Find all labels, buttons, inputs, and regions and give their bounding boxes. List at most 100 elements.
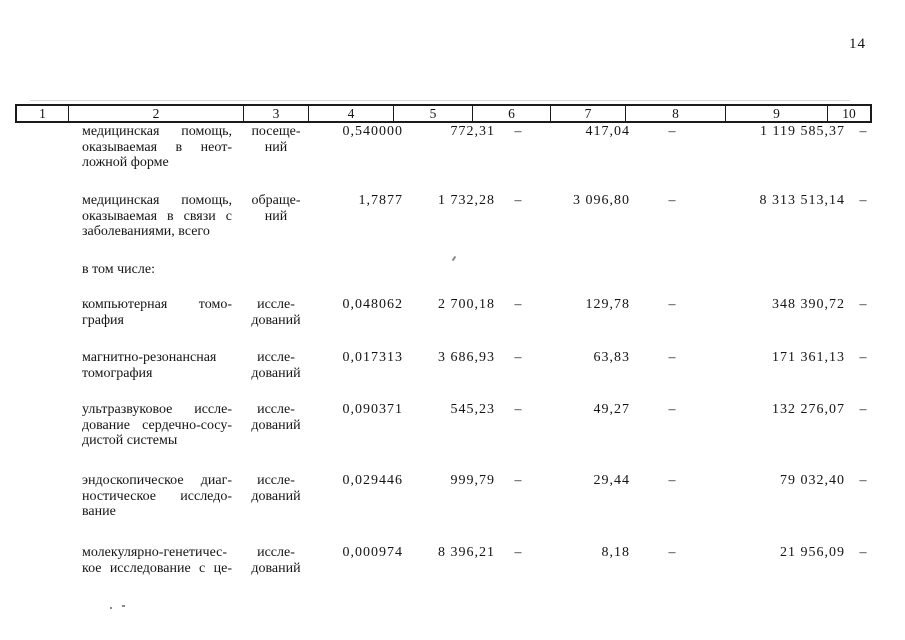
col5-value: 1 732,28	[438, 193, 495, 208]
header-col-10: 10	[842, 106, 856, 121]
col8-value: –	[668, 545, 676, 560]
service-name: молекулярно-генетичес- кое исследование …	[82, 545, 232, 576]
service-line: магнитно-резонансная	[82, 350, 217, 365]
col10-value: –	[859, 402, 867, 417]
col8-value: –	[668, 350, 676, 365]
service-line: дистой системы	[82, 433, 178, 448]
col8-value: –	[668, 473, 676, 488]
header-col-5: 5	[394, 106, 473, 121]
col6-value: –	[514, 297, 522, 312]
header-col-3: 3	[244, 106, 309, 121]
unit-of-measure: иссле- дований	[246, 545, 306, 576]
service-line: заболеваниями, всего	[82, 224, 210, 239]
col10-value: –	[859, 297, 867, 312]
col5-value: 3 686,93	[438, 350, 495, 365]
header-col-1: 1	[17, 106, 69, 121]
col4-value: 0,048062	[342, 297, 403, 312]
service-line: ультразвуковое иссле-	[82, 402, 232, 417]
unit-of-measure: иссле- дований	[246, 350, 306, 381]
page-number: 14	[849, 36, 866, 52]
unit-of-measure: посеще- ний	[246, 124, 306, 155]
unit-of-measure: иссле- дований	[246, 297, 306, 328]
service-line: эндоскопическое диаг-	[82, 473, 232, 488]
unit-line: иссле-	[257, 545, 295, 560]
col5-value: 772,31	[450, 124, 495, 139]
unit-line: обраще-	[251, 193, 301, 208]
service-name: медицинская помощь, оказываемая в связи …	[82, 193, 232, 240]
unit-line: иссле-	[257, 473, 295, 488]
col10-value: –	[859, 124, 867, 139]
col10-value: –	[859, 545, 867, 560]
col9-value: 348 390,72	[772, 297, 845, 312]
unit-of-measure: иссле- дований	[246, 402, 306, 433]
col5-value: 545,23	[450, 402, 495, 417]
unit-line: посеще-	[251, 124, 301, 139]
service-line: в том числе:	[82, 262, 155, 277]
col4-value: 0,017313	[342, 350, 403, 365]
col9-value: 171 361,13	[772, 350, 845, 365]
header-col-2: 2	[69, 106, 244, 121]
col7-value: 63,83	[593, 350, 630, 365]
header-col-4: 4	[309, 106, 394, 121]
col5-value: 999,79	[450, 473, 495, 488]
service-line: ностическое исследо-	[82, 488, 232, 504]
col4-value: 0,540000	[342, 124, 403, 139]
col6-value: –	[514, 193, 522, 208]
col4-value: 0,000974	[342, 545, 403, 560]
col7-value: 29,44	[593, 473, 630, 488]
col9-value: 79 032,40	[780, 473, 845, 488]
col8-value: –	[668, 297, 676, 312]
col9-value: 8 313 513,14	[759, 193, 845, 208]
col10-value: –	[859, 473, 867, 488]
col9-value: 21 956,09	[780, 545, 845, 560]
col8-value: –	[668, 193, 676, 208]
unit-line: дований	[251, 417, 301, 433]
unit-line: ний	[264, 208, 288, 224]
unit-line: ний	[264, 139, 288, 155]
scan-speck	[122, 605, 125, 607]
col7-value: 8,18	[601, 545, 630, 560]
col9-value: 1 119 585,37	[760, 124, 845, 139]
unit-line: дований	[251, 365, 301, 381]
unit-of-measure: обраще- ний	[246, 193, 306, 224]
service-name: магнитно-резонансная томография	[82, 350, 232, 381]
unit-line: иссле-	[257, 297, 295, 312]
col5-value: 2 700,18	[438, 297, 495, 312]
service-line: медицинская помощь,	[82, 124, 232, 139]
col7-value: 129,78	[585, 297, 630, 312]
table-header-row: 1 2 3 4 5 6 7 8 9 10	[15, 104, 872, 123]
scan-artifact-line	[30, 100, 850, 101]
header-col-7: 7	[551, 106, 626, 121]
header-col-8: 8	[626, 106, 726, 121]
service-line: томография	[82, 365, 153, 381]
service-line: вание	[82, 504, 116, 519]
col4-value: 0,090371	[342, 402, 403, 417]
header-col-6: 6	[473, 106, 551, 121]
service-name: эндоскопическое диаг- ностическое исслед…	[82, 473, 232, 520]
service-name: медицинская помощь, оказываемая в неот- …	[82, 124, 232, 171]
service-line: кое исследование с це-	[82, 560, 232, 576]
unit-line: дований	[251, 560, 301, 576]
service-line: медицинская помощь,	[82, 193, 232, 208]
service-name: в том числе:	[82, 262, 232, 278]
col6-value: –	[514, 545, 522, 560]
unit-line: дований	[251, 312, 301, 328]
service-line: оказываемая в связи с	[82, 208, 232, 224]
service-line: оказываемая в неот-	[82, 139, 232, 155]
col6-value: –	[514, 124, 522, 139]
col8-value: –	[668, 402, 676, 417]
col9-value: 132 276,07	[772, 402, 845, 417]
unit-line: дований	[251, 488, 301, 504]
col7-value: 49,27	[593, 402, 630, 417]
header-col-9: 9	[726, 106, 828, 121]
col7-value: 417,04	[585, 124, 630, 139]
col6-value: –	[514, 350, 522, 365]
unit-line: иссле-	[257, 402, 295, 417]
col8-value: –	[668, 124, 676, 139]
col10-value: –	[859, 193, 867, 208]
unit-line: иссле-	[257, 350, 295, 365]
service-line: компьютерная томо-	[82, 297, 232, 312]
col7-value: 3 096,80	[573, 193, 630, 208]
col4-value: 1,7877	[358, 193, 403, 208]
